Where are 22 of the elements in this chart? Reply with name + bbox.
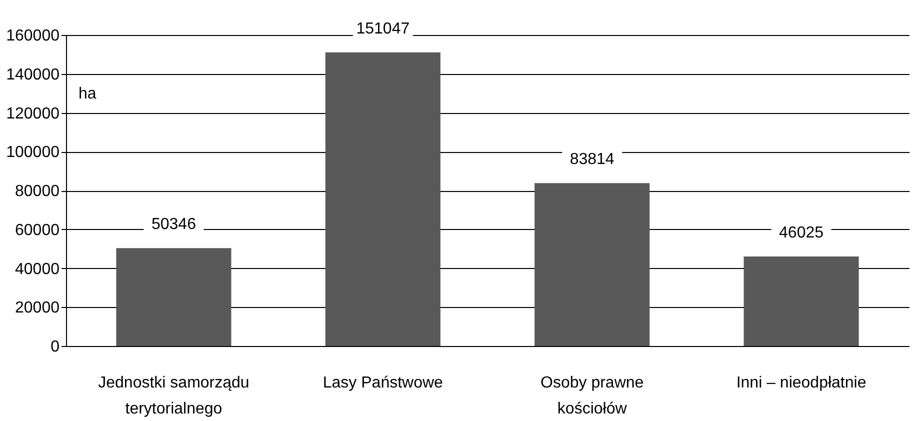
y-tick-label: 20000 bbox=[15, 300, 60, 317]
y-tick-label: 160000 bbox=[6, 28, 60, 44]
y-axis-title: ha bbox=[78, 86, 96, 102]
x-tick-label: Osoby prawne kościołów bbox=[540, 374, 644, 418]
data-label: 46025 bbox=[779, 224, 824, 242]
x-tick-label: Inni – nieodpłatnie bbox=[736, 374, 866, 392]
y-tick-label: 0 bbox=[50, 338, 60, 356]
y-tick-label: 80000 bbox=[15, 183, 60, 200]
x-tick-label: Lasy Państwowe bbox=[322, 374, 444, 392]
y-tick-label: 120000 bbox=[6, 105, 60, 122]
x-tick-label: Jednostki samorządu terytorialnego bbox=[98, 374, 250, 418]
bar bbox=[325, 52, 440, 346]
y-tick-label: 140000 bbox=[6, 66, 60, 84]
data-label: 151047 bbox=[356, 20, 410, 38]
bar bbox=[744, 256, 859, 346]
y-tick-label: 40000 bbox=[15, 260, 60, 278]
y-tick-label: 60000 bbox=[15, 222, 60, 239]
bar bbox=[534, 183, 650, 346]
y-tick-label: 100000 bbox=[6, 144, 60, 162]
data-label: 83814 bbox=[570, 151, 614, 168]
bar bbox=[116, 248, 232, 346]
data-label: 50346 bbox=[151, 216, 196, 234]
